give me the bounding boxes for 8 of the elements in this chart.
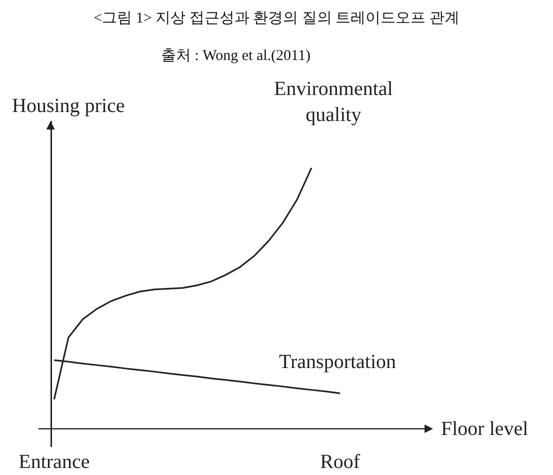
series-label: Transportation: [279, 351, 396, 373]
x-axis-title: Floor level: [441, 418, 529, 440]
chart-subtitle: 출처 : Wong et al.(2011): [161, 48, 310, 64]
y-axis-title: Housing price: [12, 95, 125, 117]
chart-title: <그림 1> 지상 접근성과 환경의 질의 트레이드오프 관계: [94, 10, 460, 26]
x-tick-label: Entrance: [18, 451, 90, 473]
x-tick-label: Roof: [320, 451, 360, 473]
text: Environmental quality: [274, 78, 394, 126]
